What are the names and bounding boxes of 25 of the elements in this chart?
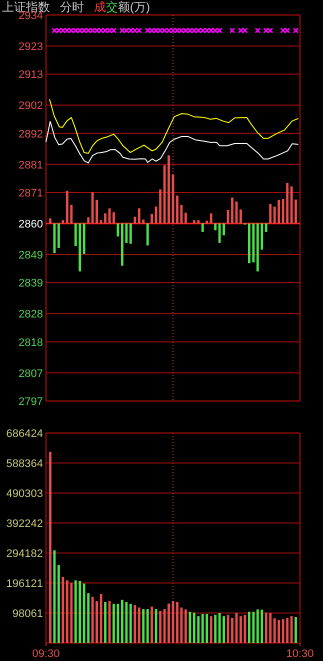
y-tick-label: 294182 — [6, 548, 43, 560]
y-tick-label: 2828 — [18, 308, 43, 321]
y-tick-label: 2881 — [18, 159, 43, 172]
x-tick-label: 10:30 — [286, 648, 314, 660]
y-tick-label: 2902 — [18, 100, 43, 112]
y-tick-label: 2871 — [18, 188, 43, 200]
y-tick-label: 2807 — [18, 368, 43, 380]
chart-subtitle: 分时 — [60, 0, 84, 14]
y-tick-label: 686424 — [6, 428, 43, 440]
y-tick-label: 392242 — [6, 518, 43, 530]
y-tick-label: 588364 — [6, 458, 43, 470]
y-tick-label: 2818 — [18, 336, 43, 349]
text: 成交额(万) — [94, 0, 150, 14]
y-tick-label: 2849 — [18, 249, 43, 262]
y-tick-label: 2839 — [18, 278, 43, 290]
y-tick-label: 2934 — [18, 10, 43, 22]
y-tick-label: 2892 — [18, 128, 43, 140]
y-tick-label: 2797 — [18, 396, 43, 408]
y-tick-label: 196121 — [6, 578, 43, 590]
y-tick-label: 98061 — [12, 608, 43, 620]
y-tick-label: 490303 — [6, 488, 43, 500]
y-tick-label: 2913 — [18, 69, 43, 82]
y-tick-label: 2923 — [18, 40, 43, 53]
y-tick-label: 2860 — [18, 218, 43, 230]
x-tick-label: 09:30 — [32, 648, 60, 660]
